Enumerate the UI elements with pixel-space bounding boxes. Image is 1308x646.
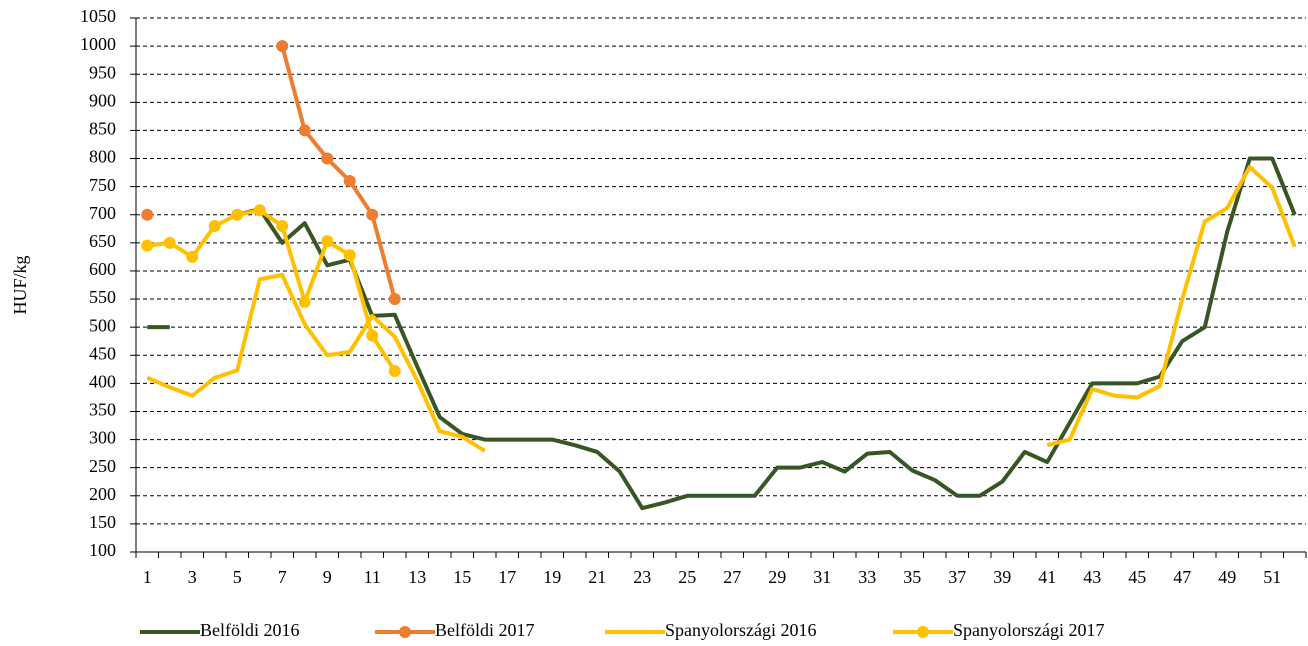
- y-axis-label: HUF/kg: [10, 255, 30, 314]
- y-tick-label: 800: [89, 147, 116, 167]
- y-tick-label: 100: [89, 540, 116, 560]
- series-marker: [366, 329, 379, 342]
- x-tick-label: 17: [498, 567, 516, 587]
- x-tick-label: 41: [1038, 567, 1056, 587]
- series-line: [280, 45, 397, 300]
- x-tick-label: 13: [408, 567, 426, 587]
- y-tick-label: 850: [89, 119, 116, 139]
- x-tick-label: 39: [993, 567, 1011, 587]
- x-tick-label: 27: [723, 567, 741, 587]
- legend-label: Spanyolországi 2017: [953, 620, 1104, 640]
- y-tick-label: 650: [89, 231, 116, 251]
- series-marker: [321, 235, 334, 248]
- series-marker: [321, 152, 334, 165]
- y-tick-label: 150: [89, 512, 116, 532]
- series-marker: [253, 204, 266, 217]
- x-tick-label: 33: [858, 567, 876, 587]
- series-marker: [343, 175, 356, 188]
- x-tick-label: 1: [143, 567, 152, 587]
- series-marker: [343, 249, 356, 262]
- legend-label: Spanyolországi 2016: [665, 620, 816, 640]
- series-marker: [388, 365, 401, 378]
- y-tick-label: 500: [89, 315, 116, 335]
- x-tick-label: 31: [813, 567, 831, 587]
- x-tick-label: 45: [1128, 567, 1146, 587]
- series-marker: [388, 293, 401, 306]
- y-tick-label: 1000: [80, 34, 116, 54]
- x-tick-label: 25: [678, 567, 696, 587]
- y-tick-label: 250: [89, 456, 116, 476]
- series-line: [147, 208, 397, 373]
- y-tick-label: 1050: [80, 6, 116, 26]
- x-tick-label: 7: [278, 567, 287, 587]
- y-tick-label: 550: [89, 287, 116, 307]
- y-tick-label: 700: [89, 203, 116, 223]
- series-marker: [298, 124, 311, 137]
- x-tick-label: 15: [453, 567, 471, 587]
- y-tick-label: 600: [89, 259, 116, 279]
- y-tick-label: 450: [89, 343, 116, 363]
- x-tick-label: 47: [1173, 567, 1191, 587]
- x-tick-label: 19: [543, 567, 561, 587]
- legend-label: Belföldi 2017: [435, 620, 535, 640]
- x-tick-label: 9: [323, 567, 332, 587]
- y-tick-label: 300: [89, 428, 116, 448]
- series-marker: [208, 219, 221, 232]
- legend-label: Belföldi 2016: [200, 620, 300, 640]
- y-tick-label: 950: [89, 62, 116, 82]
- x-tick-label: 23: [633, 567, 651, 587]
- series-marker: [186, 250, 199, 263]
- y-tick-label: 350: [89, 400, 116, 420]
- x-tick-label: 11: [364, 567, 381, 587]
- y-tick-label: 900: [89, 90, 116, 110]
- x-tick-label: 3: [188, 567, 197, 587]
- x-tick-label: 37: [948, 567, 966, 587]
- legend-marker: [917, 626, 929, 638]
- series-marker: [276, 219, 289, 232]
- legend-marker: [399, 626, 411, 638]
- x-tick-label: 43: [1083, 567, 1101, 587]
- x-tick-label: 21: [588, 567, 606, 587]
- series-marker: [141, 208, 154, 221]
- series-line: [146, 164, 1297, 453]
- x-tick-label: 29: [768, 567, 786, 587]
- series-marker: [276, 40, 289, 53]
- y-tick-label: 200: [89, 484, 116, 504]
- y-tick-label: 750: [89, 175, 116, 195]
- x-tick-label: 51: [1263, 567, 1281, 587]
- x-tick-label: 5: [233, 567, 242, 587]
- x-tick-label: 49: [1218, 567, 1236, 587]
- y-tick-label: 400: [89, 371, 116, 391]
- series-marker: [366, 208, 379, 221]
- series-marker: [141, 239, 154, 252]
- series-marker: [231, 208, 244, 221]
- series-line: [147, 156, 1297, 511]
- series-marker: [163, 236, 176, 249]
- x-tick-label: 35: [903, 567, 921, 587]
- series-marker: [298, 295, 311, 308]
